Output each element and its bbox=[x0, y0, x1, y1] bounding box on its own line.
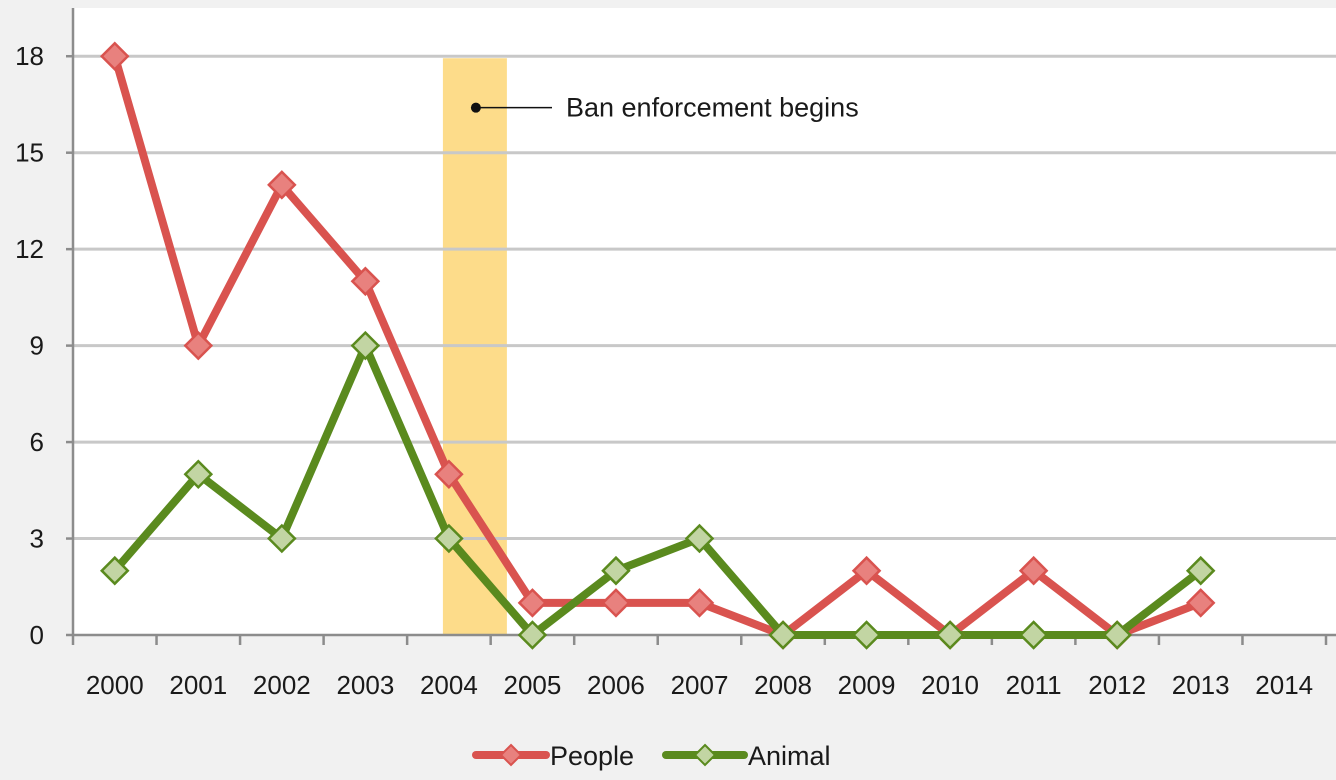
data-point-animal bbox=[183, 459, 214, 489]
x-tick-label: 2001 bbox=[169, 670, 227, 700]
data-point-animal bbox=[768, 620, 798, 650]
x-tick-label: 2008 bbox=[754, 670, 812, 700]
y-tick-label: 18 bbox=[15, 41, 44, 71]
data-point-people bbox=[517, 588, 548, 618]
data-point-people bbox=[601, 588, 631, 618]
data-point-animal bbox=[1102, 620, 1132, 650]
x-tick-label: 2004 bbox=[420, 670, 478, 700]
x-tick-label: 2007 bbox=[671, 670, 729, 700]
data-point-animal bbox=[935, 620, 965, 650]
y-tick-label: 6 bbox=[30, 427, 44, 457]
data-point-people bbox=[1185, 588, 1216, 618]
y-tick-label: 9 bbox=[30, 331, 44, 361]
data-point-animal bbox=[684, 523, 715, 554]
legend-label: Animal bbox=[748, 741, 831, 771]
x-tick-label: 2009 bbox=[838, 670, 896, 700]
data-point-animal bbox=[1185, 555, 1216, 586]
series-line-people bbox=[110, 52, 1205, 639]
data-point-people bbox=[434, 459, 464, 489]
data-point-animal bbox=[517, 620, 548, 650]
x-tick-label: 2002 bbox=[253, 670, 311, 700]
legend-item-animal: Animal bbox=[662, 741, 831, 771]
data-point-people bbox=[99, 41, 130, 71]
y-tick-label: 15 bbox=[15, 138, 44, 168]
data-point-animal bbox=[601, 555, 631, 586]
data-point-animal bbox=[267, 523, 297, 554]
x-tick-label: 2000 bbox=[86, 670, 144, 700]
legend-label: People bbox=[550, 741, 634, 771]
y-tick-label: 0 bbox=[30, 620, 44, 650]
x-tick-label: 2014 bbox=[1255, 670, 1313, 700]
data-point-animal bbox=[434, 523, 464, 554]
annotation-text: Ban enforcement begins bbox=[566, 93, 859, 123]
x-tick-label: 2003 bbox=[336, 670, 394, 700]
data-point-animal bbox=[851, 620, 882, 650]
y-tick-label: 12 bbox=[15, 234, 44, 264]
data-point-animal bbox=[350, 330, 381, 361]
x-tick-label: 2013 bbox=[1172, 670, 1230, 700]
data-point-people bbox=[851, 555, 882, 586]
data-point-people bbox=[183, 330, 214, 361]
legend-item-people: People bbox=[472, 741, 634, 771]
y-tick-label: 3 bbox=[30, 524, 44, 554]
data-point-people bbox=[350, 266, 381, 297]
data-point-people bbox=[1018, 555, 1049, 586]
x-tick-label: 2012 bbox=[1088, 670, 1146, 700]
x-tick-label: 2010 bbox=[921, 670, 979, 700]
legend-swatch-marker bbox=[499, 743, 523, 767]
data-point-animal bbox=[1018, 620, 1049, 650]
legend-swatch-marker bbox=[693, 743, 717, 767]
x-tick-label: 2011 bbox=[1006, 670, 1062, 700]
data-point-people bbox=[267, 170, 297, 200]
data-point-animal bbox=[99, 555, 130, 586]
x-tick-label: 2005 bbox=[504, 670, 562, 700]
x-tick-label: 2006 bbox=[587, 670, 645, 700]
data-point-people bbox=[684, 588, 715, 618]
